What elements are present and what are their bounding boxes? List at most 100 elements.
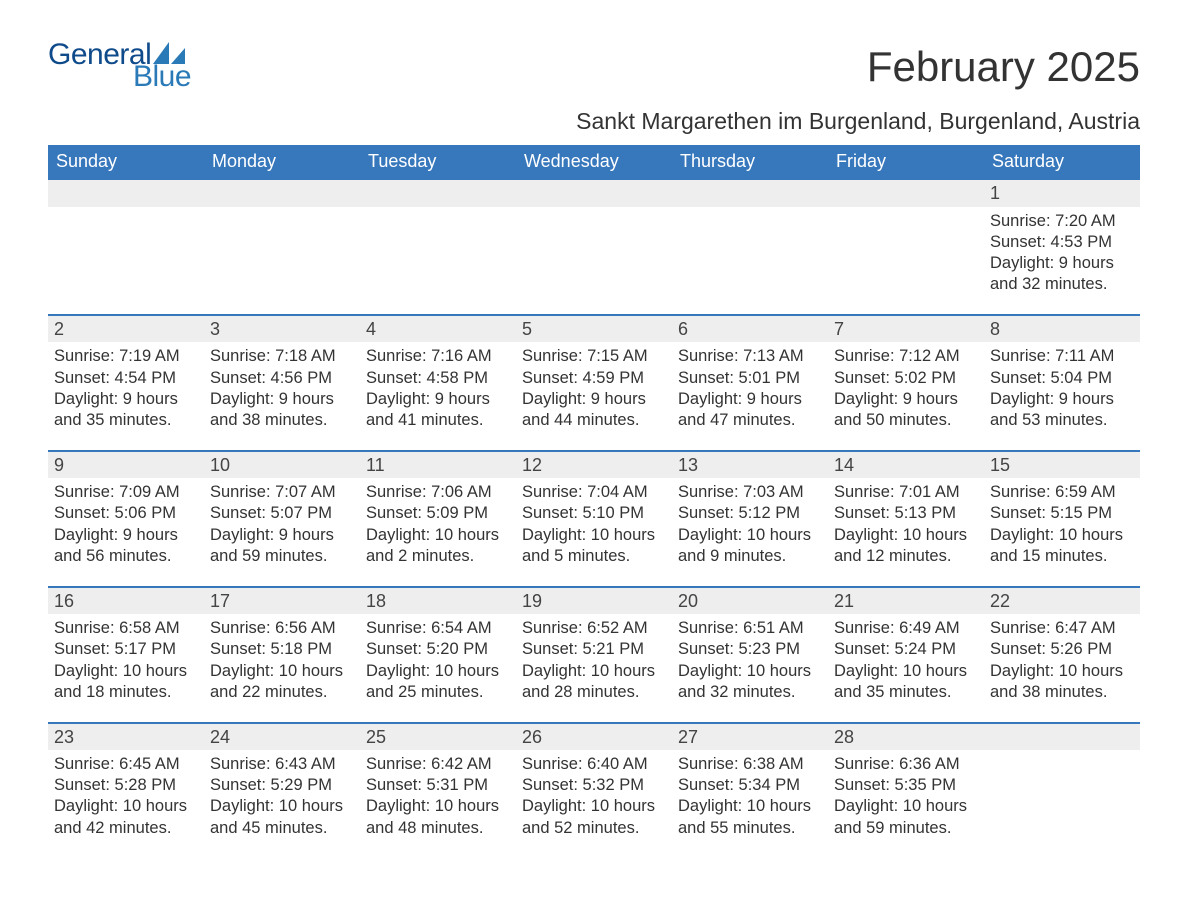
day-number-cell: 20 <box>672 587 828 615</box>
sunset-line: Sunset: 4:58 PM <box>366 368 510 389</box>
daylight-line-2: and 47 minutes. <box>678 410 822 431</box>
sunset-line: Sunset: 5:15 PM <box>990 503 1134 524</box>
daylight-line-2: and 22 minutes. <box>210 682 354 703</box>
day-data-cell <box>828 207 984 295</box>
sunset-line: Sunset: 5:06 PM <box>54 503 198 524</box>
week-daynum-row: 2345678 <box>48 315 1140 343</box>
daylight-line-1: Daylight: 10 hours <box>54 661 198 682</box>
daylight-line-2: and 35 minutes. <box>54 410 198 431</box>
sunrise-line: Sunrise: 7:03 AM <box>678 482 822 503</box>
day-number-cell <box>204 179 360 207</box>
daylight-line-2: and 32 minutes. <box>990 274 1134 295</box>
daylight-line-1: Daylight: 10 hours <box>678 796 822 817</box>
daylight-line-1: Daylight: 10 hours <box>366 525 510 546</box>
day-data-cell: Sunrise: 7:01 AMSunset: 5:13 PMDaylight:… <box>828 478 984 566</box>
sunrise-line: Sunrise: 6:40 AM <box>522 754 666 775</box>
sunset-line: Sunset: 5:17 PM <box>54 639 198 660</box>
day-data-cell: Sunrise: 6:36 AMSunset: 5:35 PMDaylight:… <box>828 750 984 838</box>
location-subtitle: Sankt Margarethen im Burgenland, Burgenl… <box>48 108 1140 135</box>
daylight-line-2: and 53 minutes. <box>990 410 1134 431</box>
weekday-header-row: Sunday Monday Tuesday Wednesday Thursday… <box>48 145 1140 179</box>
day-data-cell: Sunrise: 7:03 AMSunset: 5:12 PMDaylight:… <box>672 478 828 566</box>
day-number-cell: 8 <box>984 315 1140 343</box>
daylight-line-1: Daylight: 10 hours <box>834 525 978 546</box>
day-data-cell: Sunrise: 6:45 AMSunset: 5:28 PMDaylight:… <box>48 750 204 838</box>
daylight-line-1: Daylight: 10 hours <box>678 525 822 546</box>
daylight-line-2: and 32 minutes. <box>678 682 822 703</box>
weekday-header: Saturday <box>984 145 1140 179</box>
sunrise-line: Sunrise: 6:36 AM <box>834 754 978 775</box>
header-row: General Blue February 2025 <box>48 40 1140 92</box>
day-data-cell <box>48 207 204 295</box>
daylight-line-1: Daylight: 10 hours <box>522 661 666 682</box>
day-data-cell: Sunrise: 6:40 AMSunset: 5:32 PMDaylight:… <box>516 750 672 838</box>
day-number-cell <box>360 179 516 207</box>
week-daydata-row: Sunrise: 7:19 AMSunset: 4:54 PM Daylight:… <box>48 342 1140 430</box>
sunset-line: Sunset: 5:21 PM <box>522 639 666 660</box>
sunset-line: Sunset: 5:31 PM <box>366 775 510 796</box>
week-daynum-row: 1 <box>48 179 1140 207</box>
day-data-cell: Sunrise: 7:19 AMSunset: 4:54 PMDaylight:… <box>48 342 204 430</box>
daylight-line-2: and 50 minutes. <box>834 410 978 431</box>
day-number-cell: 21 <box>828 587 984 615</box>
sunset-line: Sunset: 4:59 PM <box>522 368 666 389</box>
daylight-line-2: and 41 minutes. <box>366 410 510 431</box>
weekday-header: Thursday <box>672 145 828 179</box>
daylight-line-1: Daylight: 10 hours <box>522 525 666 546</box>
sunrise-line: Sunrise: 6:59 AM <box>990 482 1134 503</box>
sunset-line: Sunset: 5:34 PM <box>678 775 822 796</box>
sunrise-line: Sunrise: 7:12 AM <box>834 346 978 367</box>
sunrise-line: Sunrise: 6:42 AM <box>366 754 510 775</box>
sunset-line: Sunset: 5:01 PM <box>678 368 822 389</box>
day-data-cell: Sunrise: 6:59 AMSunset: 5:15 PMDaylight:… <box>984 478 1140 566</box>
week-daynum-row: 232425262728 <box>48 723 1140 751</box>
sunrise-line: Sunrise: 7:16 AM <box>366 346 510 367</box>
day-number-cell: 2 <box>48 315 204 343</box>
day-number-cell: 24 <box>204 723 360 751</box>
sunrise-line: Sunrise: 7:18 AM <box>210 346 354 367</box>
daylight-line-1: Daylight: 10 hours <box>210 796 354 817</box>
sunrise-line: Sunrise: 7:19 AM <box>54 346 198 367</box>
day-data-cell: Sunrise: 6:58 AMSunset: 5:17 PMDaylight:… <box>48 614 204 702</box>
week-separator <box>48 703 1140 723</box>
daylight-line-2: and 55 minutes. <box>678 818 822 839</box>
sunset-line: Sunset: 5:18 PM <box>210 639 354 660</box>
day-number-cell <box>48 179 204 207</box>
day-data-cell: Sunrise: 7:12 AMSunset: 5:02 PMDaylight:… <box>828 342 984 430</box>
sunset-line: Sunset: 4:53 PM <box>990 232 1134 253</box>
week-separator <box>48 431 1140 451</box>
day-data-cell: Sunrise: 7:15 AMSunset: 4:59 PMDaylight:… <box>516 342 672 430</box>
daylight-line-1: Daylight: 9 hours <box>54 525 198 546</box>
daylight-line-1: Daylight: 10 hours <box>678 661 822 682</box>
daylight-line-2: and 45 minutes. <box>210 818 354 839</box>
day-number-cell: 4 <box>360 315 516 343</box>
day-data-cell <box>360 207 516 295</box>
daylight-line-1: Daylight: 10 hours <box>366 796 510 817</box>
daylight-line-1: Daylight: 9 hours <box>522 389 666 410</box>
day-data-cell: Sunrise: 7:11 AMSunset: 5:04 PMDaylight:… <box>984 342 1140 430</box>
sunrise-line: Sunrise: 7:13 AM <box>678 346 822 367</box>
week-daynum-row: 16171819202122 <box>48 587 1140 615</box>
week-separator <box>48 567 1140 587</box>
week-daynum-row: 9101112131415 <box>48 451 1140 479</box>
day-data-cell <box>516 207 672 295</box>
sunrise-line: Sunrise: 6:54 AM <box>366 618 510 639</box>
page-title: February 2025 <box>867 46 1140 88</box>
weekday-header: Tuesday <box>360 145 516 179</box>
day-data-cell: Sunrise: 6:49 AMSunset: 5:24 PMDaylight:… <box>828 614 984 702</box>
day-data-cell <box>672 207 828 295</box>
daylight-line-2: and 5 minutes. <box>522 546 666 567</box>
sunset-line: Sunset: 5:02 PM <box>834 368 978 389</box>
day-number-cell: 5 <box>516 315 672 343</box>
daylight-line-2: and 9 minutes. <box>678 546 822 567</box>
day-number-cell: 13 <box>672 451 828 479</box>
sunset-line: Sunset: 4:54 PM <box>54 368 198 389</box>
sunset-line: Sunset: 4:56 PM <box>210 368 354 389</box>
sunrise-line: Sunrise: 7:11 AM <box>990 346 1134 367</box>
sunrise-line: Sunrise: 6:47 AM <box>990 618 1134 639</box>
sunset-line: Sunset: 5:09 PM <box>366 503 510 524</box>
daylight-line-1: Daylight: 10 hours <box>522 796 666 817</box>
daylight-line-1: Daylight: 10 hours <box>366 661 510 682</box>
sunset-line: Sunset: 5:10 PM <box>522 503 666 524</box>
day-number-cell: 26 <box>516 723 672 751</box>
